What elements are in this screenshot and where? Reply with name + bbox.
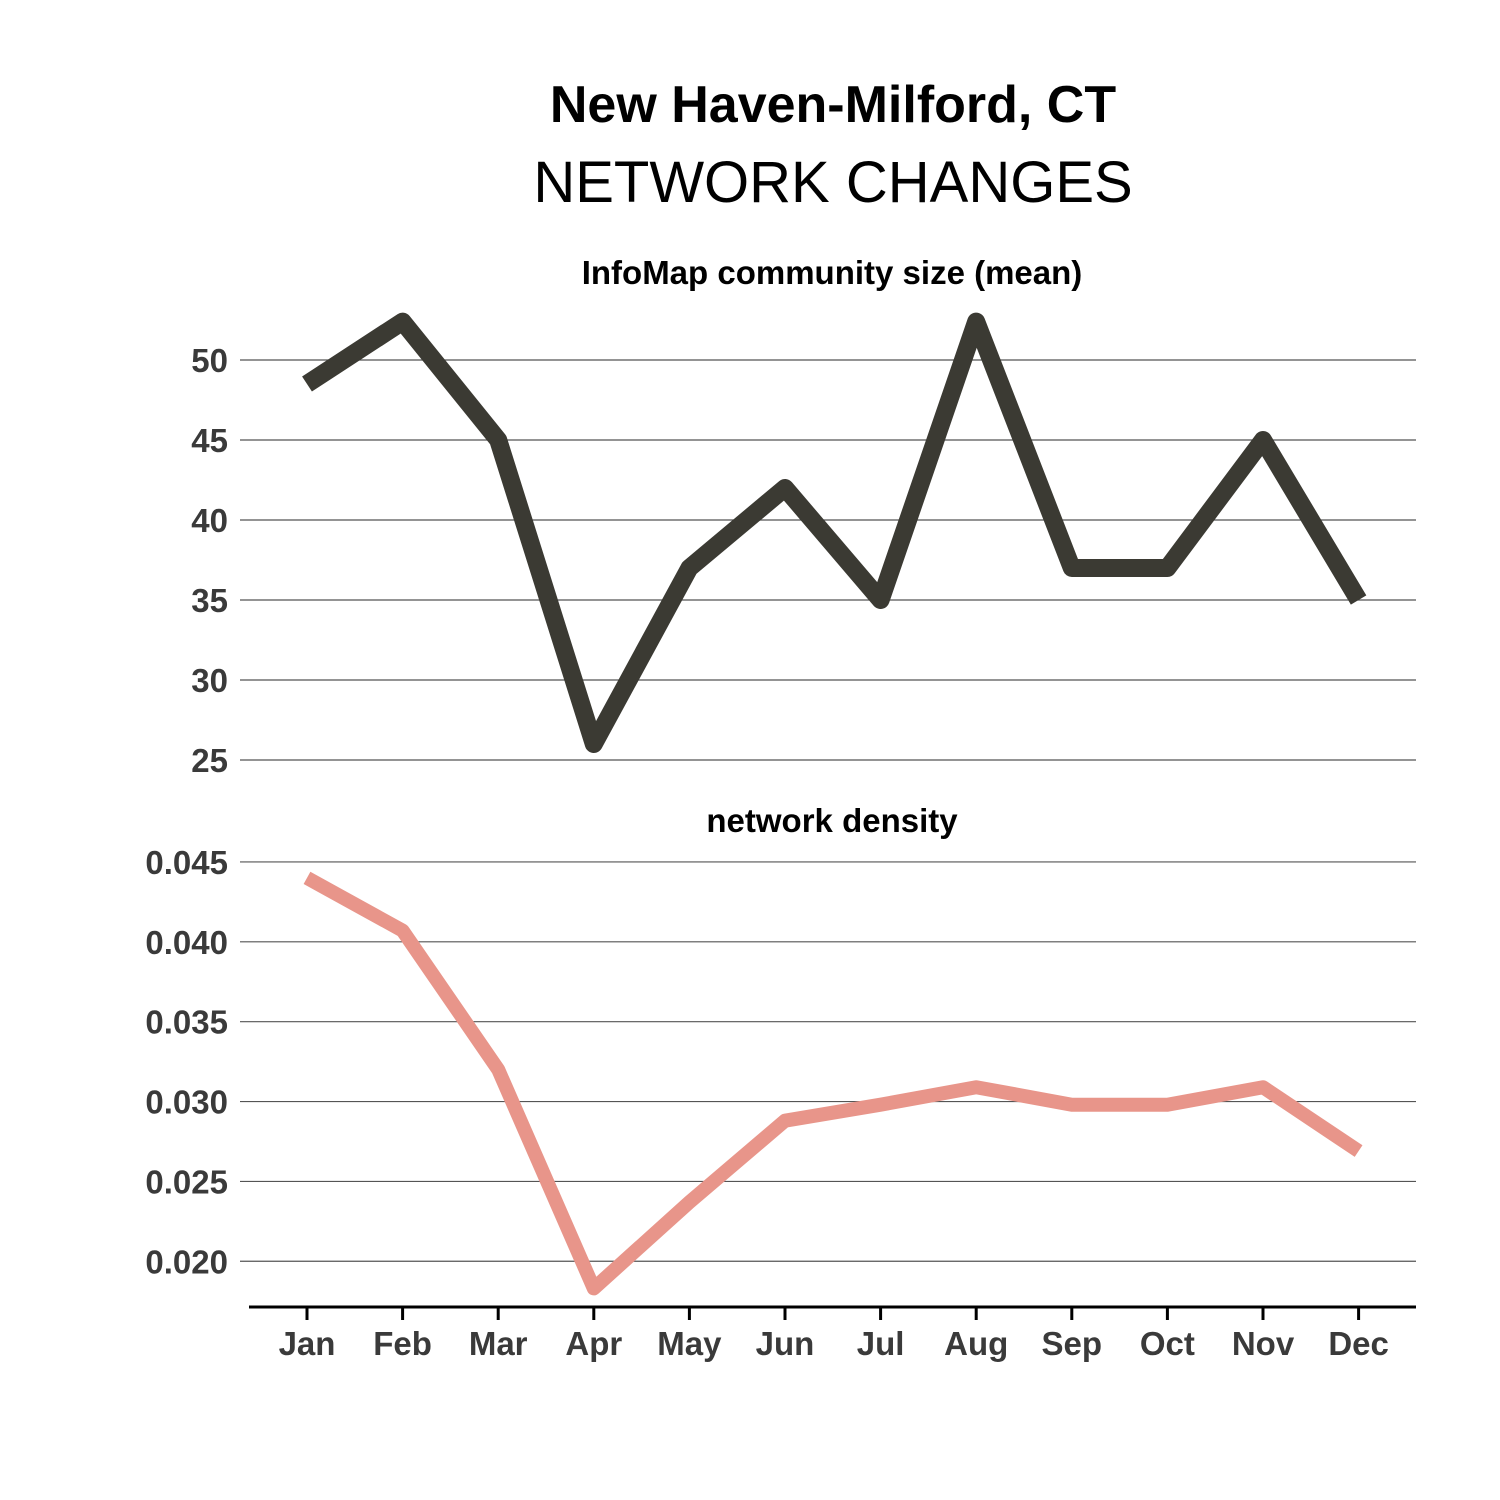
- x-axis: Jan Feb Mar Apr May Jun Jul Aug Sep Oct Nov Dec: [249, 1305, 1416, 1362]
- community-size-y-tick-label-2: 35: [191, 582, 228, 619]
- x-axis-tick-label-0: Jan: [279, 1325, 336, 1362]
- network-density-y-tick-label-3: 0.035: [145, 1004, 228, 1041]
- x-axis-tick-label-10: Nov: [1232, 1325, 1295, 1362]
- network-density-panel-title: network density: [706, 802, 958, 839]
- x-axis-tick-label-11: Dec: [1328, 1325, 1389, 1362]
- x-axis-tick-label-6: Jul: [857, 1325, 905, 1362]
- community-size-y-tick-label-5: 50: [191, 342, 228, 379]
- network-density-y-tick-label-1: 0.025: [145, 1163, 228, 1200]
- network-density-y-tick-label-5: 0.045: [145, 844, 228, 881]
- x-axis-tick-label-3: Apr: [565, 1325, 622, 1362]
- community-size-y-tick-label-4: 45: [191, 422, 228, 459]
- x-axis-tick-label-8: Sep: [1042, 1325, 1103, 1362]
- x-axis-tick-label-2: Mar: [469, 1325, 528, 1362]
- community-size-y-tick-labels: 25 30 35 40 45 50: [191, 342, 228, 779]
- chart-title: New Haven-Milford, CT: [550, 76, 1116, 134]
- x-axis-tick-label-5: Jun: [756, 1325, 815, 1362]
- network-density-panel: network density 0.020 0.025 0.030 0.035 0.04…: [145, 802, 1416, 1296]
- x-axis-ticks: [305, 1307, 1361, 1320]
- community-size-panel-title: InfoMap community size (mean): [582, 254, 1083, 291]
- x-axis-tick-label-1: Feb: [373, 1325, 432, 1362]
- community-size-y-tick-label-1: 30: [191, 662, 228, 699]
- chart-subtitle: NETWORK CHANGES: [533, 150, 1132, 215]
- x-axis-tick-labels: Jan Feb Mar Apr May Jun Jul Aug Sep Oct Nov Dec: [279, 1325, 1389, 1362]
- network-density-y-tick-labels: 0.020 0.025 0.030 0.035 0.040 0.045: [145, 844, 228, 1280]
- network-density-series-line: [303, 871, 1363, 1296]
- community-size-y-tick-label-0: 25: [191, 742, 228, 779]
- community-size-panel: InfoMap community size (mean) 25 30 35 40 45…: [191, 254, 1416, 779]
- network-density-gridlines: [240, 861, 1416, 1262]
- network-density-y-tick-label-4: 0.040: [145, 924, 228, 961]
- network-density-y-tick-label-2: 0.030: [145, 1084, 228, 1121]
- x-axis-tick-label-7: Aug: [944, 1325, 1008, 1362]
- x-axis-tick-label-4: May: [657, 1325, 722, 1362]
- community-size-gridlines: [240, 359, 1416, 761]
- x-axis-tick-label-9: Oct: [1140, 1325, 1195, 1362]
- network-density-y-tick-label-0: 0.020: [145, 1243, 228, 1280]
- community-size-series-line: [302, 312, 1367, 753]
- community-size-y-tick-label-3: 40: [191, 502, 228, 539]
